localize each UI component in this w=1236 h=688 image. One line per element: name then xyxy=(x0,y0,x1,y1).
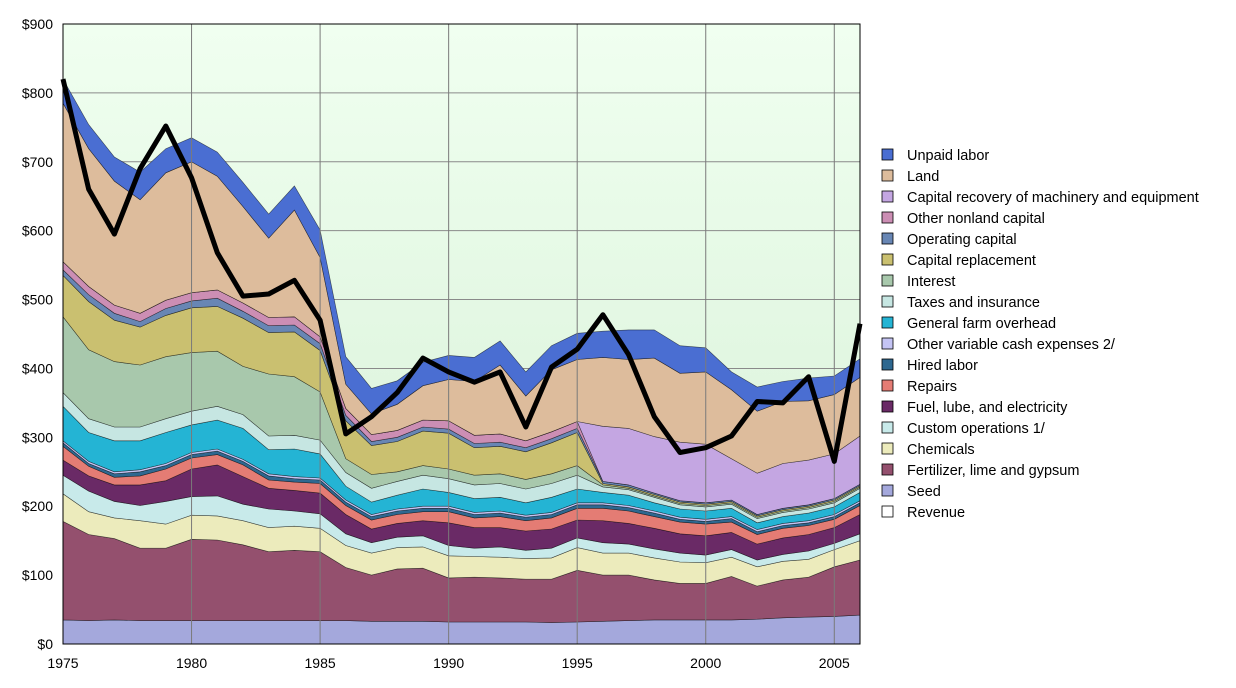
y-tick-label: $300 xyxy=(22,429,53,445)
legend-swatch-other-nonland-capital xyxy=(881,211,894,224)
y-tick-label: $700 xyxy=(22,154,53,170)
legend-label-revenue: Revenue xyxy=(907,505,965,521)
legend-label-interest: Interest xyxy=(907,274,955,290)
legend-label-seed: Seed xyxy=(907,484,941,500)
legend-label-capital-replacement: Capital replacement xyxy=(907,253,1036,269)
legend-label-taxes-and-insurance: Taxes and insurance xyxy=(907,295,1040,311)
legend-swatch-hired-labor xyxy=(881,358,894,371)
legend-label-repairs: Repairs xyxy=(907,379,957,395)
legend-label-fuel-lube-and-electricity: Fuel, lube, and electricity xyxy=(907,400,1068,416)
y-axis: $0 $100 $200 $300 $400 $500 $600 $700 $800 $900 xyxy=(22,16,53,652)
legend-swatch-seed xyxy=(881,484,894,497)
y-tick-label: $900 xyxy=(22,16,53,32)
legend-label-custom-operations-1: Custom operations 1/ xyxy=(907,421,1046,437)
legend-swatch-other-variable-cash-expenses-2 xyxy=(881,337,894,350)
legend-label-operating-capital: Operating capital xyxy=(907,232,1017,248)
y-tick-label: $200 xyxy=(22,498,53,514)
legend-swatch-interest xyxy=(881,274,894,287)
y-tick-label: $500 xyxy=(22,292,53,308)
y-tick-label: $100 xyxy=(22,567,53,583)
x-tick-label: 2005 xyxy=(819,655,850,671)
legend-label-land: Land xyxy=(907,169,939,185)
legend-label-other-variable-cash-expenses-2: Other variable cash expenses 2/ xyxy=(907,337,1116,353)
x-tick-label: 1975 xyxy=(47,655,78,671)
legend-label-unpaid-labor: Unpaid labor xyxy=(907,148,989,164)
x-tick-label: 2000 xyxy=(690,655,721,671)
legend: Unpaid labor Land Capital recovery of mach… xyxy=(881,148,1199,521)
y-tick-label: $400 xyxy=(22,360,53,376)
legend-swatch-operating-capital xyxy=(881,232,894,245)
legend-label-capital-recovery-of-machinery-and-equipment: Capital recovery of machinery and equipm… xyxy=(907,190,1199,206)
y-tick-label: $800 xyxy=(22,85,53,101)
vertical-gridlines xyxy=(191,24,835,644)
y-tick-label: $0 xyxy=(37,636,53,652)
legend-swatch-custom-operations-1 xyxy=(881,421,894,434)
x-axis: 1975 1980 1985 1990 1995 2000 2005 xyxy=(47,655,850,671)
revenue-line xyxy=(60,78,863,464)
legend-label-chemicals: Chemicals xyxy=(907,442,975,458)
legend-swatch-taxes-and-insurance xyxy=(881,295,894,308)
legend-label-fertilizer-lime-and-gypsum: Fertilizer, lime and gypsum xyxy=(907,463,1079,479)
x-tick-label: 1985 xyxy=(305,655,336,671)
legend-swatch-fertilizer-lime-and-gypsum xyxy=(881,463,894,476)
legend-label-hired-labor: Hired labor xyxy=(907,358,978,374)
legend-swatch-chemicals xyxy=(881,442,894,455)
legend-label-other-nonland-capital: Other nonland capital xyxy=(907,211,1045,227)
legend-label-general-farm-overhead: General farm overhead xyxy=(907,316,1056,332)
legend-swatch-land xyxy=(881,169,894,182)
legend-swatch-repairs xyxy=(881,379,894,392)
x-tick-label: 1995 xyxy=(562,655,593,671)
x-tick-label: 1980 xyxy=(176,655,207,671)
legend-swatch-capital-recovery-of-machinery-and-equipment xyxy=(881,190,894,203)
stacked-areas xyxy=(62,77,861,645)
legend-swatch-revenue xyxy=(881,505,894,518)
legend-swatch-general-farm-overhead xyxy=(881,316,894,329)
legend-swatch-unpaid-labor xyxy=(881,148,894,161)
x-tick-label: 1990 xyxy=(433,655,464,671)
plot-border xyxy=(62,23,861,645)
legend-swatch-fuel-lube-and-electricity xyxy=(881,400,894,413)
legend-swatch-capital-replacement xyxy=(881,253,894,266)
revenue-line-group xyxy=(60,78,863,464)
y-tick-label: $600 xyxy=(22,223,53,239)
